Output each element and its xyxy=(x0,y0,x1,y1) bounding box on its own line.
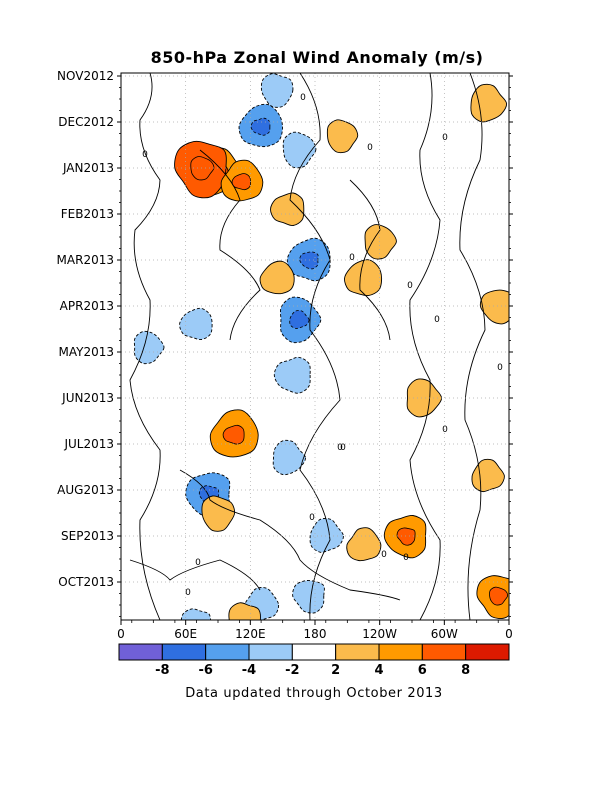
y-tick-label: MAY2013 xyxy=(59,345,115,359)
colorbar-label: 4 xyxy=(374,663,383,678)
zero-contour-line xyxy=(129,73,161,620)
colorbar-swatch xyxy=(205,643,250,661)
contour-zero-label: 0 xyxy=(367,143,373,153)
zero-contour-line xyxy=(459,73,486,620)
contour-zero-label: 0 xyxy=(442,133,448,143)
anomaly-region-easterly xyxy=(272,439,306,476)
colorbar-label: -8 xyxy=(155,663,169,678)
plot-area: 0 0 0 0 0 0 0 0 0 0 0 0 0 0 0 0 NOV2012 DEC2012 JAN2013 FE… xyxy=(57,69,513,641)
y-tick-label: SEP2013 xyxy=(61,529,114,543)
y-axis: NOV2012 DEC2012 JAN2013 FEB2013 MAR2013 APR20… xyxy=(57,69,513,617)
anomaly-region-westerly xyxy=(470,83,508,123)
contour-zero-label: 0 xyxy=(142,150,148,160)
colorbar-swatch xyxy=(161,643,207,661)
zero-contour-line xyxy=(179,469,401,601)
gridlines xyxy=(121,73,509,620)
colorbar-label: -6 xyxy=(198,663,212,678)
y-tick-label: JUL2013 xyxy=(63,437,114,451)
anomaly-region-westerly xyxy=(406,378,443,418)
anomaly-region-westerly xyxy=(326,119,359,154)
x-axis: 0 60E 120E 180 120W 60W 0 xyxy=(117,620,513,641)
colorbar: -8 -6 -4 -2 2 4 6 8 xyxy=(118,643,510,678)
colorbar-swatch xyxy=(465,643,510,661)
anomaly-region-westerly xyxy=(201,495,236,532)
anomaly-core xyxy=(190,156,215,181)
contour-zero-label: 0 xyxy=(434,315,440,325)
footer-text: Data updated through October 2013 xyxy=(185,686,443,701)
anomaly-region-westerly xyxy=(270,192,305,227)
contour-zero-label: 0 xyxy=(195,558,201,568)
y-tick-label: APR2013 xyxy=(60,299,114,313)
x-tick-label: 120E xyxy=(235,627,266,641)
colorbar-label: 2 xyxy=(331,663,340,678)
x-tick-label: 0 xyxy=(505,627,513,641)
anomaly-core xyxy=(299,251,319,270)
colorbar-swatch xyxy=(118,643,163,661)
anomaly-region-westerly xyxy=(344,259,383,296)
anomaly-core xyxy=(289,310,310,329)
y-tick-label: JAN2013 xyxy=(62,161,114,175)
contour-zero-label: 0 xyxy=(309,513,315,523)
anomaly-region-easterly xyxy=(309,518,344,553)
x-tick-label: 60E xyxy=(174,627,197,641)
zero-contour-line xyxy=(409,73,441,620)
colorbar-swatch xyxy=(335,643,380,661)
anomaly-core xyxy=(250,117,271,136)
anomaly-region-easterly xyxy=(179,307,213,341)
anomaly-region-easterly xyxy=(260,73,294,108)
y-tick-label: MAR2013 xyxy=(57,253,114,267)
colorbar-swatch xyxy=(421,643,467,661)
anomaly-region-easterly xyxy=(282,131,317,169)
chart-title: 850-hPa Zonal Wind Anomaly (m/s) xyxy=(151,48,484,67)
contour-zero-label: 0 xyxy=(442,425,448,435)
colorbar-label: -2 xyxy=(285,663,299,678)
anomaly-region-westerly xyxy=(259,260,295,295)
y-tick-label: FEB2013 xyxy=(61,207,114,221)
anomaly-regions xyxy=(133,73,509,620)
anomaly-region-westerly xyxy=(479,289,509,325)
y-tick-label: JUN2013 xyxy=(61,391,114,405)
x-tick-label: 120W xyxy=(362,627,397,641)
anomaly-region-westerly xyxy=(364,224,397,260)
zero-contour-line xyxy=(199,149,261,341)
anomaly-core xyxy=(489,586,509,606)
anomaly-region-westerly xyxy=(471,458,505,493)
contour-zero-label: 0 xyxy=(497,363,503,373)
x-tick-label: 60W xyxy=(431,627,458,641)
contour-zero-label: 0 xyxy=(407,281,413,291)
y-tick-label: DEC2012 xyxy=(58,115,114,129)
contour-zero-label: 0 xyxy=(349,253,355,263)
zero-contour-line xyxy=(289,73,341,620)
anomaly-region-easterly xyxy=(273,356,311,394)
anomaly-region-westerly xyxy=(228,602,261,620)
zero-contour-line xyxy=(349,179,391,341)
colorbar-swatch xyxy=(378,643,423,661)
x-tick-label: 180 xyxy=(304,627,327,641)
contour-zero-label: 0 xyxy=(340,443,346,453)
zero-contour-line xyxy=(129,559,261,591)
contour-zero-label: 0 xyxy=(185,588,191,598)
colorbar-swatch xyxy=(248,643,293,661)
anomaly-core xyxy=(231,173,251,191)
colorbar-label: 8 xyxy=(461,663,470,678)
contour-zero-label: 0 xyxy=(403,553,409,563)
colorbar-label: 6 xyxy=(418,663,427,678)
contour-zero-label: 0 xyxy=(300,93,306,103)
anomaly-region-easterly xyxy=(180,608,211,620)
anomaly-region-easterly xyxy=(133,330,165,365)
contour-zero-label: 0 xyxy=(337,443,343,453)
anomaly-region-westerly xyxy=(346,527,382,562)
contour-zero-label: 0 xyxy=(381,550,387,560)
colorbar-label: -4 xyxy=(242,663,256,678)
y-tick-label: OCT2013 xyxy=(58,575,114,589)
y-tick-label: AUG2013 xyxy=(57,483,114,497)
x-tick-label: 0 xyxy=(117,627,125,641)
y-tick-label: NOV2012 xyxy=(57,69,114,83)
colorbar-swatch xyxy=(291,643,337,661)
anomaly-core xyxy=(222,424,245,445)
